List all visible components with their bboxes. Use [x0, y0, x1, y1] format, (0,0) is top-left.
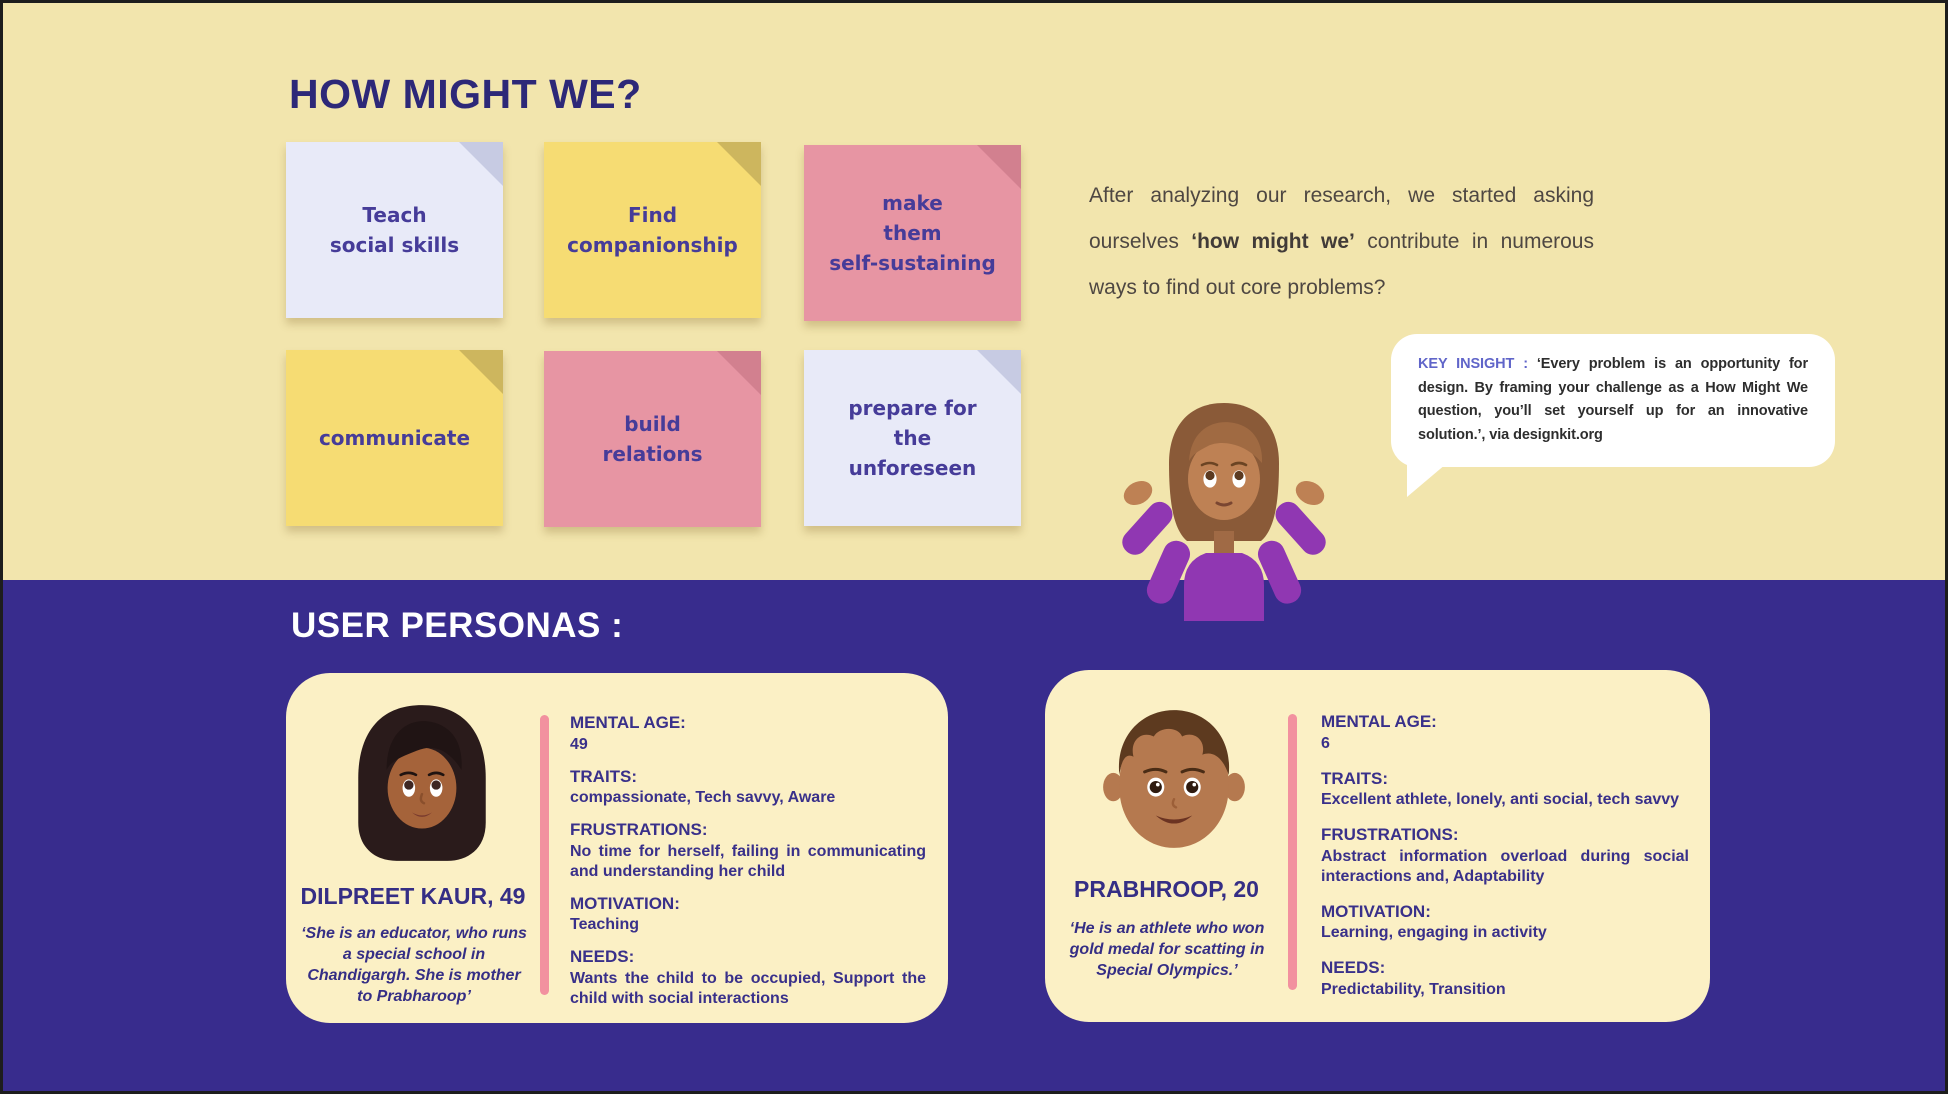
persona-quote: ‘He is an athlete who won gold medal for… — [1069, 920, 1265, 980]
persona-name: DILPREET KAUR, 49 — [300, 883, 526, 909]
woman-avatar — [358, 705, 486, 861]
key-insight-label: KEY INSIGHT : — [1418, 356, 1537, 372]
note-fold-icon — [459, 142, 503, 186]
sticky-note-build-relations[interactable]: build relations — [544, 351, 761, 527]
field-mental-age: MENTAL AGE: 49 — [570, 713, 686, 753]
shrug-woman-emoji — [1122, 403, 1326, 621]
field-needs: NEEDS: Wants the child to be occupied, S… — [570, 947, 926, 1007]
field-frustrations: FRUSTRATIONS: Abstract information overl… — [1321, 825, 1689, 885]
persona-quote: ‘She is an educator, who runs a special … — [301, 925, 527, 1006]
persona-name: PRABHROOP, 20 — [1074, 876, 1259, 902]
note-fold-icon — [977, 145, 1021, 189]
hmw-title: HOW MIGHT WE? — [289, 71, 642, 117]
persona-card-dilpreet: DILPREET KAUR, 49 ‘She is an educator, w… — [286, 673, 948, 1023]
persona-fields: MENTAL AGE: 49 TRAITS: compassionate, Te… — [570, 713, 926, 1008]
field-frustrations: FRUSTRATIONS: No time for herself, faili… — [570, 820, 926, 880]
sticky-note-communicate[interactable]: communicate — [286, 350, 503, 526]
field-traits: TRAITS: compassionate, Tech savvy, Aware — [570, 766, 836, 807]
personas-title: USER PERSONAS : — [291, 606, 624, 645]
intro-pre: After analyzing our research, we started… — [1089, 184, 1594, 253]
note-text: make them self-sustaining — [829, 191, 996, 275]
note-fold-icon — [717, 142, 761, 186]
sticky-note-make-them-self-sustaining[interactable]: make them self-sustaining — [804, 145, 1021, 321]
card-divider — [540, 715, 549, 995]
field-motivation: MOTIVATION: Teaching — [570, 893, 680, 934]
persona-fields: MENTAL AGE: 6 TRAITS: Excellent athlete,… — [1321, 712, 1689, 1000]
sticky-note-prepare-for-the-unforeseen[interactable]: prepare for the unforeseen — [804, 350, 1021, 526]
note-fold-icon — [717, 351, 761, 395]
note-text: communicate — [318, 426, 471, 450]
field-mental-age: MENTAL AGE: 6 — [1321, 712, 1437, 752]
note-fold-icon — [459, 350, 503, 394]
key-insight-text: ‘Every problem is an opportunity for des… — [1418, 356, 1808, 443]
persona-card-prabhroop: PRABHROOP, 20 ‘He is an athlete who won … — [1045, 670, 1710, 1022]
intro-post: contribute in numerous ways to find out … — [1089, 230, 1594, 299]
field-traits: TRAITS: Excellent athlete, lonely, anti … — [1321, 768, 1680, 809]
sticky-note-teach-social-skills[interactable]: Teach social skills — [286, 142, 503, 318]
speech-bubble-tail — [1407, 452, 1459, 497]
field-motivation: MOTIVATION: Learning, engaging in activi… — [1321, 901, 1547, 942]
note-fold-icon — [977, 350, 1021, 394]
intro-bold: ‘how might we’ — [1191, 230, 1355, 253]
intro-paragraph: After analyzing our research, we started… — [1089, 173, 1594, 311]
note-text: Find companionship — [567, 203, 738, 257]
boy-avatar — [1103, 710, 1245, 848]
field-needs: NEEDS: Predictability, Transition — [1321, 958, 1506, 998]
note-text: build relations — [602, 412, 703, 466]
personas-section: USER PERSONAS : DILPREET KAUR, 49 ‘She i… — [3, 580, 1945, 1091]
note-text: Teach social skills — [329, 203, 460, 257]
note-text: prepare for the unforeseen — [848, 396, 977, 480]
card-divider — [1288, 714, 1297, 990]
sticky-note-find-companionship[interactable]: Find companionship — [544, 142, 761, 318]
key-insight-bubble: KEY INSIGHT : ‘Every problem is an oppor… — [1391, 334, 1835, 497]
